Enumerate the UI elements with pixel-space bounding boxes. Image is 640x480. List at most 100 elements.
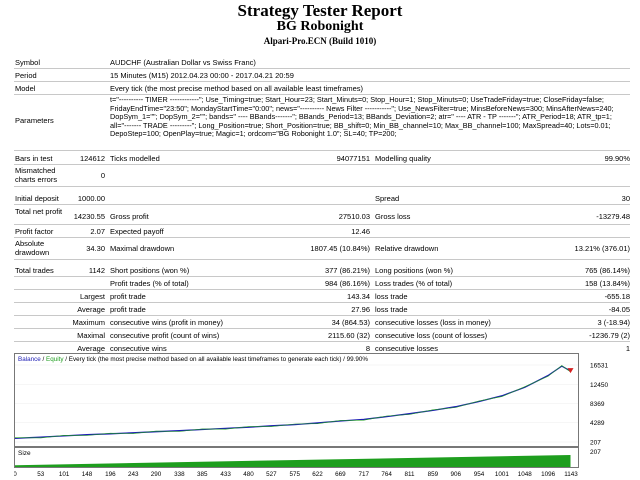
x-tick-label: 622 <box>312 471 323 478</box>
largest-label: Largest <box>79 292 105 301</box>
x-tick-label: 527 <box>266 471 277 478</box>
mismatch-value: 0 <box>100 171 105 180</box>
avg-cl-label: consecutive losses <box>375 344 438 353</box>
ticks-label: Ticks modelled <box>110 154 160 163</box>
average-profit-label: profit trade <box>110 305 146 314</box>
parameters-label: Parameters <box>15 116 54 125</box>
balance-chart: 16531 12450 8369 4289 207 Balance / Equity /… <box>14 353 608 447</box>
y-tick-label: 4289 <box>590 420 605 427</box>
y-tick-label: 8369 <box>590 401 605 408</box>
average-label: Average <box>77 305 105 314</box>
bars-label: Bars in test <box>15 154 53 163</box>
size-chart: Size 0 53 101 148 196 243 290 338 385 433 480 527 57… <box>14 447 601 478</box>
report-subtitle: BG Robonight <box>276 19 364 34</box>
x-tick-label: 764 <box>381 471 392 478</box>
divider <box>14 164 630 165</box>
average-loss-value: -84.05 <box>608 305 630 314</box>
deposit-label: Initial deposit <box>15 194 59 203</box>
quality-value: 99.90% <box>604 154 630 163</box>
x-tick-label: 480 <box>243 471 254 478</box>
y-tick-label: 207 <box>590 449 601 456</box>
payoff-value: 12.46 <box>351 227 370 236</box>
profittrades-label: Profit trades (% of total) <box>110 279 189 288</box>
losstrades-label: Loss trades (% of total) <box>375 279 453 288</box>
mxl-cl-value: -1236.79 (2) <box>589 331 630 340</box>
x-tick-label: 859 <box>428 471 439 478</box>
divider <box>14 81 630 82</box>
x-tick-label: 954 <box>474 471 485 478</box>
symbol-label: Symbol <box>15 58 41 67</box>
grossprofit-label: Gross profit <box>110 212 149 221</box>
spread-value: 30 <box>621 194 630 203</box>
model-value: Every tick (the most precise method base… <box>110 84 364 93</box>
average-profit-value: 27.96 <box>351 305 370 314</box>
payoff-label: Expected payoff <box>110 227 164 236</box>
model-label: Model <box>15 84 36 93</box>
parameters-value: t="---------- TIMER ------------"; Use_T… <box>110 95 614 139</box>
mismatch-label: Mismatched charts errors <box>15 166 58 184</box>
symbol-value: AUDCHF (Australian Dollar vs Swiss Franc… <box>110 58 256 67</box>
divider <box>14 328 630 329</box>
maxdd-label: Maximal drawdown <box>110 244 175 253</box>
x-tick-label: 196 <box>105 471 116 478</box>
grossprofit-value: 27510.03 <box>338 212 370 221</box>
avg2-label: Average <box>77 344 105 353</box>
mxl-cp-value: 2115.60 (32) <box>328 331 370 340</box>
pf-label: Profit factor <box>15 227 54 236</box>
ticks-value: 94077151 <box>336 154 370 163</box>
average-loss-label: loss trade <box>375 305 408 314</box>
maximal-label: Maximal <box>77 331 105 340</box>
size-label: Size <box>18 450 31 457</box>
trades-label: Total trades <box>15 266 54 275</box>
absdd-label: Absolute drawdown <box>15 239 50 257</box>
x-tick-label: 101 <box>59 471 70 478</box>
spread-label: Spread <box>375 194 400 203</box>
largest-profit-value: 143.34 <box>347 292 370 301</box>
max-cw-label: consecutive wins (profit in money) <box>110 318 223 327</box>
x-tick-label: 385 <box>197 471 208 478</box>
avg-cl-value: 1 <box>625 344 630 353</box>
mxl-cp-label: consecutive profit (count of wins) <box>110 331 220 340</box>
reldd-label: Relative drawdown <box>375 244 439 253</box>
divider <box>14 150 630 151</box>
avg-cw-label: consecutive wins <box>110 344 167 353</box>
max-cl-label: consecutive losses (loss in money) <box>375 318 491 327</box>
x-tick-label: 1001 <box>495 471 510 478</box>
divider <box>14 186 630 187</box>
x-tick-label: 290 <box>151 471 162 478</box>
x-tick-label: 243 <box>128 471 139 478</box>
size-area <box>15 455 571 467</box>
long-label: Long positions (won %) <box>375 266 453 275</box>
pf-value: 2.07 <box>90 227 105 236</box>
maxdd-value: 1807.45 (10.84%) <box>310 244 370 253</box>
divider <box>14 224 630 225</box>
divider <box>14 315 630 316</box>
period-value: 15 Minutes (M15) 2012.04.23 00:00 - 2017… <box>110 71 294 80</box>
divider <box>14 302 630 303</box>
profittrades-value: 984 (86.16%) <box>324 279 370 288</box>
largest-profit-label: profit trade <box>110 292 146 301</box>
grossloss-value: -13279.48 <box>596 212 630 221</box>
max-cw-value: 34 (864.53) <box>331 318 370 327</box>
y-tick-label: 12450 <box>590 382 608 389</box>
divider <box>14 94 630 95</box>
divider <box>14 276 630 277</box>
company-build: Alpari-Pro.ECN (Build 1010) <box>263 36 377 46</box>
absdd-value: 34.30 <box>86 244 105 253</box>
x-tick-label: 575 <box>289 471 300 478</box>
divider <box>14 68 630 69</box>
divider <box>14 204 630 205</box>
x-tick-label: 433 <box>220 471 231 478</box>
x-tick-label: 717 <box>359 471 370 478</box>
divider <box>14 289 630 290</box>
avg-cw-value: 8 <box>365 344 370 353</box>
x-tick-label: 1048 <box>518 471 533 478</box>
largest-loss-value: -655.18 <box>604 292 630 301</box>
divider <box>14 259 630 260</box>
grossloss-label: Gross loss <box>375 212 411 221</box>
divider <box>14 341 630 342</box>
trades-value: 1142 <box>88 266 105 275</box>
divider <box>14 237 630 238</box>
short-value: 377 (86.21%) <box>324 266 370 275</box>
short-label: Short positions (won %) <box>110 266 190 275</box>
